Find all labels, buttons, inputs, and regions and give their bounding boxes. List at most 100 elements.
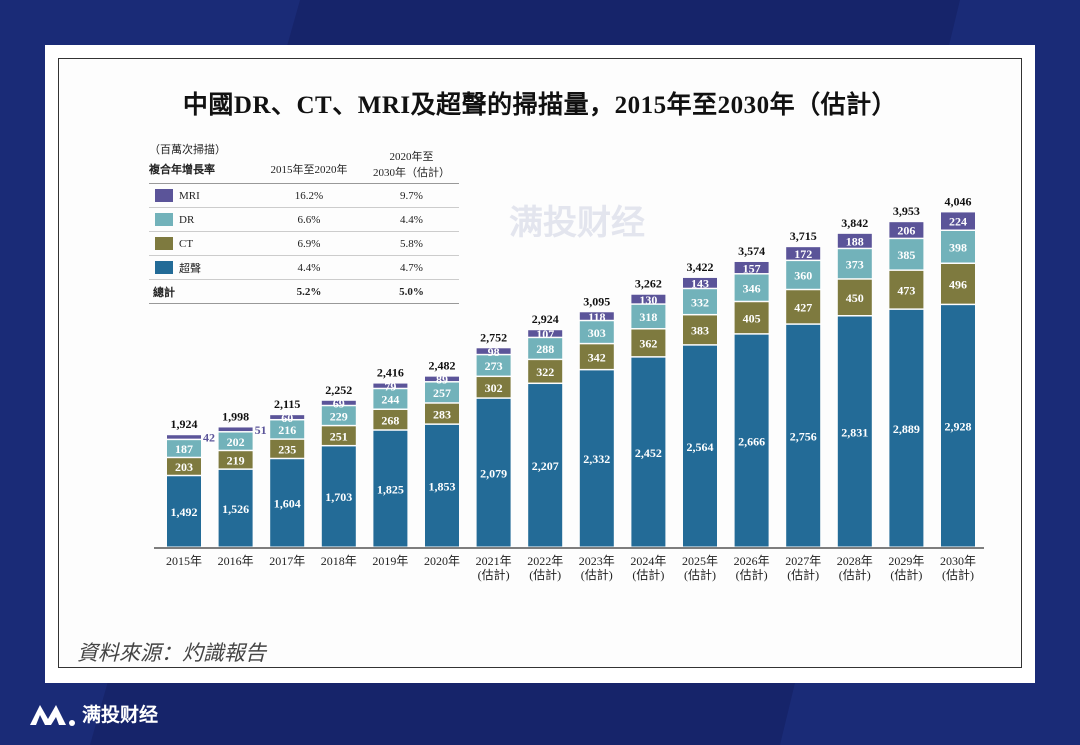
segment-label: 206: [897, 224, 915, 238]
segment-label: 188: [846, 235, 864, 249]
segment-label: 89: [436, 373, 448, 387]
legend-cagr2: 5.8%: [400, 237, 423, 250]
segment-label: 427: [794, 301, 812, 315]
legend-label: CT: [179, 237, 194, 250]
segment-label: 244: [381, 393, 399, 407]
x-tick-label: (估計): [942, 567, 974, 582]
total-label: 2,482: [429, 359, 456, 373]
bar-segment: [579, 321, 614, 343]
bar-segment: [528, 330, 563, 337]
segment-label: 42: [203, 431, 215, 445]
bar-segment: [425, 424, 459, 547]
total-label: 4,046: [945, 194, 972, 208]
bar-segment: [425, 376, 459, 382]
x-tick-label: 2018年: [321, 554, 357, 568]
x-tick-label: 2027年: [785, 554, 821, 568]
segment-label: 1,853: [429, 479, 456, 493]
bar-segment: [837, 233, 872, 248]
legend-cagr2: 4.4%: [400, 213, 423, 226]
legend-row: 超聲 4.4% 4.7%: [149, 256, 459, 280]
bar-segment: [321, 446, 356, 547]
bar-segment: [425, 382, 459, 403]
x-tick-label: (估計): [529, 567, 561, 582]
segment-label: 322: [536, 365, 554, 379]
segment-label: 2,831: [841, 425, 868, 439]
total-label: 2,115: [274, 397, 300, 411]
bar-segment: [683, 289, 717, 314]
legend-table: （百萬次掃描） 複合年增長率 2015年至2020年 2020年至 2030年（…: [149, 139, 459, 304]
segment-label: 283: [433, 407, 451, 421]
segment-label: 2,564: [687, 440, 714, 454]
legend-label: DR: [179, 213, 195, 226]
bar-segment: [837, 249, 872, 279]
x-tick-label: 2029年: [888, 554, 924, 568]
segment-label: 1,703: [325, 490, 352, 504]
watermark: 满投财经: [509, 203, 645, 243]
x-tick-label: 2025年: [682, 554, 718, 568]
bar-segment: [167, 440, 201, 457]
total-label: 3,842: [841, 216, 868, 230]
total-label: 3,422: [687, 260, 714, 274]
x-tick-label: 2028年: [837, 554, 873, 568]
legend-label: 超聲: [179, 262, 201, 275]
segment-label: 318: [639, 310, 657, 324]
segment-label: 224: [949, 215, 967, 229]
legend-row: CT 6.9% 5.8%: [149, 232, 459, 256]
bar-segment: [270, 420, 305, 439]
x-tick-label: 2030年: [940, 554, 976, 568]
bar-segment: [218, 469, 253, 547]
bar-segment: [476, 377, 511, 398]
brand-name: 满投财经: [82, 704, 159, 726]
x-tick-label: 2026年: [734, 554, 770, 568]
bar-segment: [889, 309, 924, 547]
x-tick-label: 2020年: [424, 554, 460, 568]
x-tick-label: (估計): [890, 567, 922, 582]
bar-segment: [270, 439, 305, 458]
bar-segment: [321, 400, 356, 405]
total-label: 3,262: [635, 277, 662, 291]
col1-header: 2015年至2020年: [270, 164, 348, 176]
segment-label: 251: [330, 429, 348, 443]
bar-segment: [786, 261, 821, 289]
total-label: 2,416: [377, 366, 404, 380]
x-tick-label: (估計): [478, 567, 510, 582]
segment-label: 496: [949, 278, 967, 292]
segment-label: 1,604: [274, 497, 301, 511]
x-tick-label: 2015年: [166, 554, 202, 568]
legend-total-row: 總計 5.2% 5.0%: [149, 280, 459, 304]
total-cagr2: 5.0%: [399, 285, 424, 298]
x-tick-label: 2017年: [269, 554, 305, 568]
total-label: 3,953: [893, 204, 920, 218]
segment-label: 405: [743, 311, 761, 325]
bar-segment: [476, 355, 511, 376]
segment-label: 79: [384, 379, 396, 393]
segment-label: 98: [488, 345, 500, 359]
segment-label: 302: [485, 381, 503, 395]
bar-segment: [889, 270, 924, 309]
bar-segment: [631, 294, 666, 304]
segment-label: 2,928: [945, 420, 972, 434]
bar-segment: [167, 435, 201, 439]
segment-label: 385: [897, 248, 915, 262]
bar-segment: [786, 290, 821, 324]
segment-label: 268: [381, 413, 399, 427]
segment-label: 273: [485, 359, 503, 373]
legend-cagr1: 6.9%: [297, 237, 321, 250]
segment-label: 342: [588, 350, 606, 364]
segment-label: 51: [255, 423, 267, 437]
segment-label: 235: [278, 443, 296, 457]
x-tick-label: (估計): [632, 567, 664, 582]
bar-segment: [270, 415, 305, 419]
bar-segment: [321, 406, 356, 425]
legend-header: （百萬次掃描） 複合年增長率 2015年至2020年 2020年至 2030年（…: [149, 139, 459, 184]
bar-segment: [373, 430, 408, 547]
segment-label: 172: [794, 247, 812, 261]
segment-label: 2,889: [893, 422, 920, 436]
segment-label: 219: [227, 454, 245, 468]
bar-segment: [941, 305, 975, 547]
bar-segment: [837, 316, 872, 547]
col2-header-b: 2030年（估計）: [373, 167, 450, 179]
segment-label: 107: [536, 327, 554, 341]
legend-row: MRI 16.2% 9.7%: [149, 184, 459, 208]
bar-segment: [786, 324, 821, 547]
